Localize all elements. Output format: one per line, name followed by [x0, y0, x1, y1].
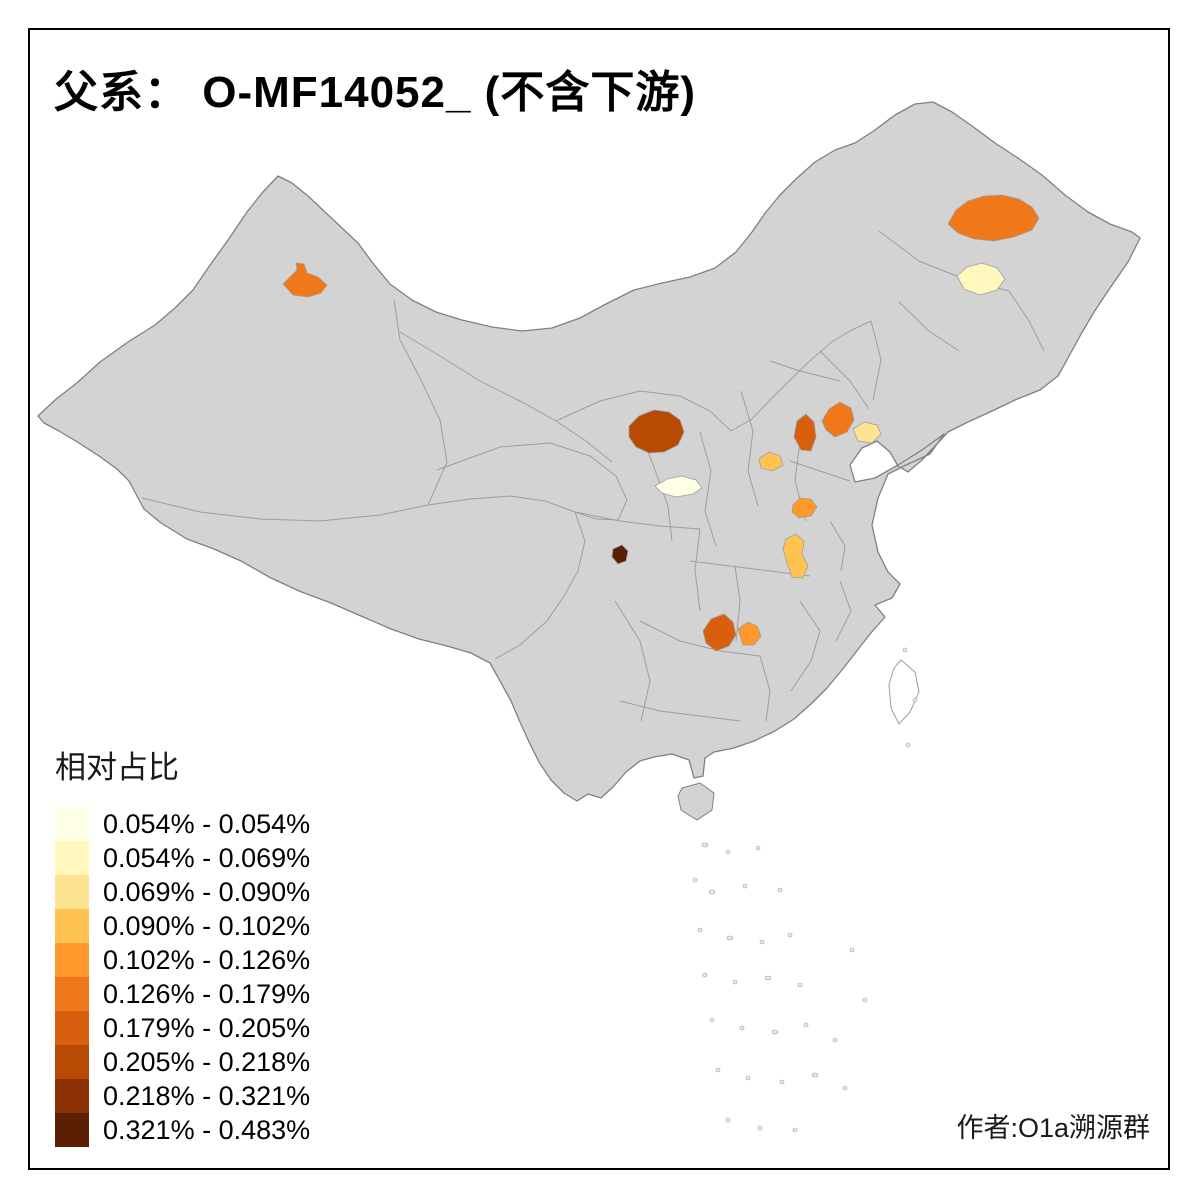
legend-label: 0.102% - 0.126% [103, 944, 311, 975]
legend-row: 0.179% - 0.205% [55, 1011, 310, 1045]
legend-row: 0.090% - 0.102% [55, 909, 310, 943]
legend-label: 0.054% - 0.069% [103, 842, 311, 873]
legend-swatch [55, 1045, 89, 1079]
map-region-heilongjiang-pale [956, 262, 1006, 296]
province-borders [141, 230, 1045, 722]
legend-swatch [55, 1011, 89, 1045]
legend-swatch [55, 977, 89, 1011]
legend-label: 0.054% - 0.054% [103, 808, 311, 839]
legend-label: 0.090% - 0.102% [103, 910, 311, 941]
legend-label: 0.069% - 0.090% [103, 876, 311, 907]
map-region-henan-south [791, 497, 818, 519]
south-china-sea-islands [692, 647, 918, 1133]
legend-swatch [55, 943, 89, 977]
legend-row: 0.102% - 0.126% [55, 943, 310, 977]
islands [677, 647, 920, 1133]
legend-swatch [55, 1079, 89, 1113]
legend-swatch [55, 909, 89, 943]
legend: 相对占比 0.054% - 0.054% 0.054% - 0.069% 0.069… [55, 742, 310, 1147]
map-region-shandong-east-pale [852, 421, 882, 444]
map-region-hunan [737, 621, 762, 646]
map-region-sichuan-dark [611, 544, 629, 565]
legend-title: 相对占比 [55, 750, 179, 785]
legend-rows: 0.054% - 0.054% 0.054% - 0.069% 0.069% - 0… [55, 807, 310, 1147]
map-region-heilongjiang [947, 194, 1040, 242]
map-region-shandong-west [793, 413, 817, 452]
legend-row: 0.218% - 0.321% [55, 1079, 310, 1113]
legend-row: 0.126% - 0.179% [55, 977, 310, 1011]
taiwan-island [888, 659, 920, 725]
legend-row: 0.054% - 0.069% [55, 841, 310, 875]
hainan-island [677, 782, 715, 821]
map-region-gansu-ningxia-dark [628, 409, 685, 454]
legend-swatch [55, 841, 89, 875]
legend-swatch [55, 807, 89, 841]
map-region-hubei [782, 533, 809, 579]
map-region-gansu-pale [654, 475, 703, 498]
map-title: 父系： O-MF14052_ (不含下游) [54, 68, 696, 117]
legend-label: 0.205% - 0.218% [103, 1046, 311, 1077]
legend-swatch [55, 875, 89, 909]
attribution-text: 作者:O1a溯源群 [956, 1113, 1150, 1143]
legend-row: 0.069% - 0.090% [55, 875, 310, 909]
legend-label: 0.321% - 0.483% [103, 1114, 311, 1145]
map-region-guizhou [702, 613, 737, 652]
legend-label: 0.126% - 0.179% [103, 978, 311, 1009]
map-region-shandong-mid [821, 401, 855, 438]
highlighted-regions [282, 194, 1040, 652]
map-region-xinjiang [282, 262, 328, 298]
legend-row: 0.205% - 0.218% [55, 1045, 310, 1079]
legend-label: 0.179% - 0.205% [103, 1012, 311, 1043]
legend-swatch [55, 1113, 89, 1147]
legend-row: 0.321% - 0.483% [55, 1113, 310, 1147]
map-region-henan-north [758, 451, 784, 472]
legend-label: 0.218% - 0.321% [103, 1080, 311, 1111]
legend-row: 0.054% - 0.054% [55, 807, 310, 841]
